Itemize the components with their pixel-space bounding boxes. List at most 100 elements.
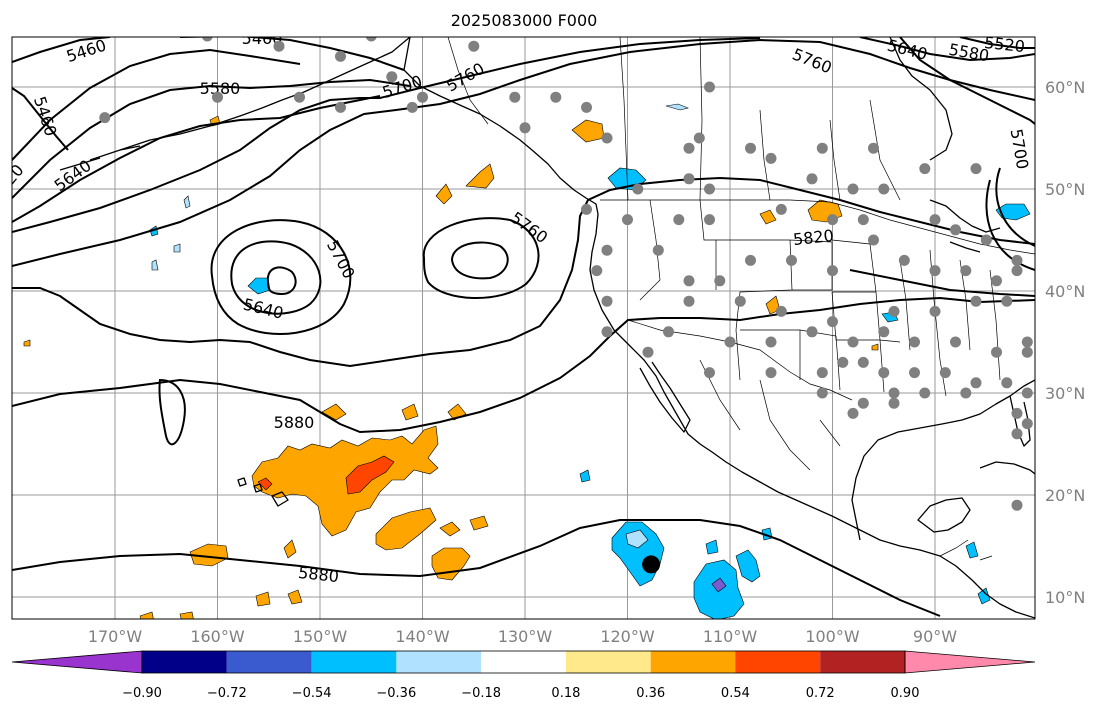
station-dot <box>878 326 890 338</box>
station-dot <box>950 224 961 236</box>
station-dot <box>929 305 941 317</box>
contour-5880-lower <box>12 519 941 617</box>
station-dot <box>1001 377 1013 389</box>
cuba <box>979 461 1035 475</box>
station-dot <box>406 101 418 113</box>
station-dot <box>827 265 838 277</box>
station-dot <box>929 214 941 226</box>
central-america <box>939 539 993 561</box>
longitude-label: 130°W <box>498 627 553 646</box>
station-dot <box>878 367 890 379</box>
station-dot <box>1011 254 1023 266</box>
station-dot <box>601 132 613 144</box>
contour-high-small <box>450 241 509 280</box>
station-dot <box>847 407 859 419</box>
colorbar-swatch <box>650 651 736 673</box>
station-dot <box>201 37 213 42</box>
station-dot <box>550 91 562 103</box>
station-dot <box>724 336 736 348</box>
station-dot <box>704 214 715 226</box>
colorbar-tick-label: −0.36 <box>376 686 416 701</box>
contour-5460-c <box>180 37 405 71</box>
baja-peninsula <box>639 361 691 433</box>
station-dot <box>335 101 346 113</box>
colorbar-swatch <box>11 650 143 674</box>
station-dot <box>601 326 613 338</box>
shade-baja-blue <box>579 469 591 483</box>
colorbar-swatch <box>396 651 482 673</box>
station-dot <box>745 254 756 266</box>
station-dot <box>704 183 715 195</box>
shade-south-blue-core <box>711 577 727 593</box>
station-dot <box>898 254 910 266</box>
station-dot <box>909 367 920 379</box>
latitude-label: 60°N <box>1045 78 1085 97</box>
station-dot <box>827 316 838 328</box>
longitude-label: 140°W <box>395 627 450 646</box>
station-dot <box>919 387 931 399</box>
colorbar-swatch <box>142 651 227 673</box>
station-dot <box>335 50 346 62</box>
colorbar-swatch <box>481 651 566 673</box>
alaska-canada-border <box>447 37 489 125</box>
contour-high-5760 <box>422 217 540 300</box>
station-dot <box>888 387 900 399</box>
station-dot <box>734 295 746 307</box>
station-dot <box>581 203 592 215</box>
contour-label: 5880 <box>274 413 315 432</box>
contour-east-south <box>849 269 1035 297</box>
station-dot <box>857 397 869 409</box>
yucatan <box>917 497 971 533</box>
shade-canada <box>571 119 605 143</box>
station-dot <box>386 71 398 83</box>
shade-tiny-2 <box>871 343 879 351</box>
longitude-label: 110°W <box>703 627 758 646</box>
contour-5640 <box>12 95 381 223</box>
longitude-label: 120°W <box>600 627 655 646</box>
shade-mexico-offshore-pale <box>625 529 649 549</box>
shade-south-blob-6 <box>283 539 297 559</box>
contour-5700-north <box>12 37 761 233</box>
station-dot <box>365 37 377 42</box>
station-dot <box>601 244 613 256</box>
contour-5880-loop <box>158 378 186 446</box>
colorbar-swatch <box>226 651 312 673</box>
station-dot <box>1011 407 1023 419</box>
station-dot <box>683 275 695 287</box>
longitude-label: 160°W <box>190 627 245 646</box>
station-dot <box>704 81 715 93</box>
shade-pacific-blue-2 <box>183 195 191 209</box>
shade-caribbean-2 <box>977 587 991 605</box>
station-dot <box>212 91 223 103</box>
contour-label: 5580 <box>200 79 241 98</box>
hawaii <box>237 477 289 507</box>
gridlines <box>12 37 1035 619</box>
height-contours <box>12 37 1035 617</box>
station-dot <box>468 40 480 52</box>
station-dot <box>1011 265 1023 277</box>
station-dot <box>868 142 879 154</box>
station-dot <box>939 367 951 379</box>
shade-south-blue-2 <box>735 549 761 583</box>
station-dot <box>786 254 797 266</box>
latitude-label: 20°N <box>1045 486 1085 505</box>
colorbar-tick-label: −0.54 <box>292 686 332 701</box>
colorbar-swatch <box>820 651 905 673</box>
station-dot <box>704 367 715 379</box>
contour-east-5520 <box>959 37 1035 49</box>
station-dot <box>591 265 603 277</box>
station-dot <box>816 142 828 154</box>
shade-tiny-1 <box>23 339 31 347</box>
shade-north-2 <box>435 183 453 205</box>
storm-center-marker <box>642 555 661 574</box>
station-dot <box>837 356 849 368</box>
shade-mid-2 <box>401 403 419 421</box>
station-dot <box>1021 346 1033 358</box>
coastlines <box>59 37 1035 619</box>
shade-south-blob-2 <box>431 547 471 581</box>
station-dot <box>919 163 931 175</box>
station-dot <box>581 101 592 113</box>
shade-great-lakes <box>995 203 1031 221</box>
hudson-bay <box>889 37 953 161</box>
